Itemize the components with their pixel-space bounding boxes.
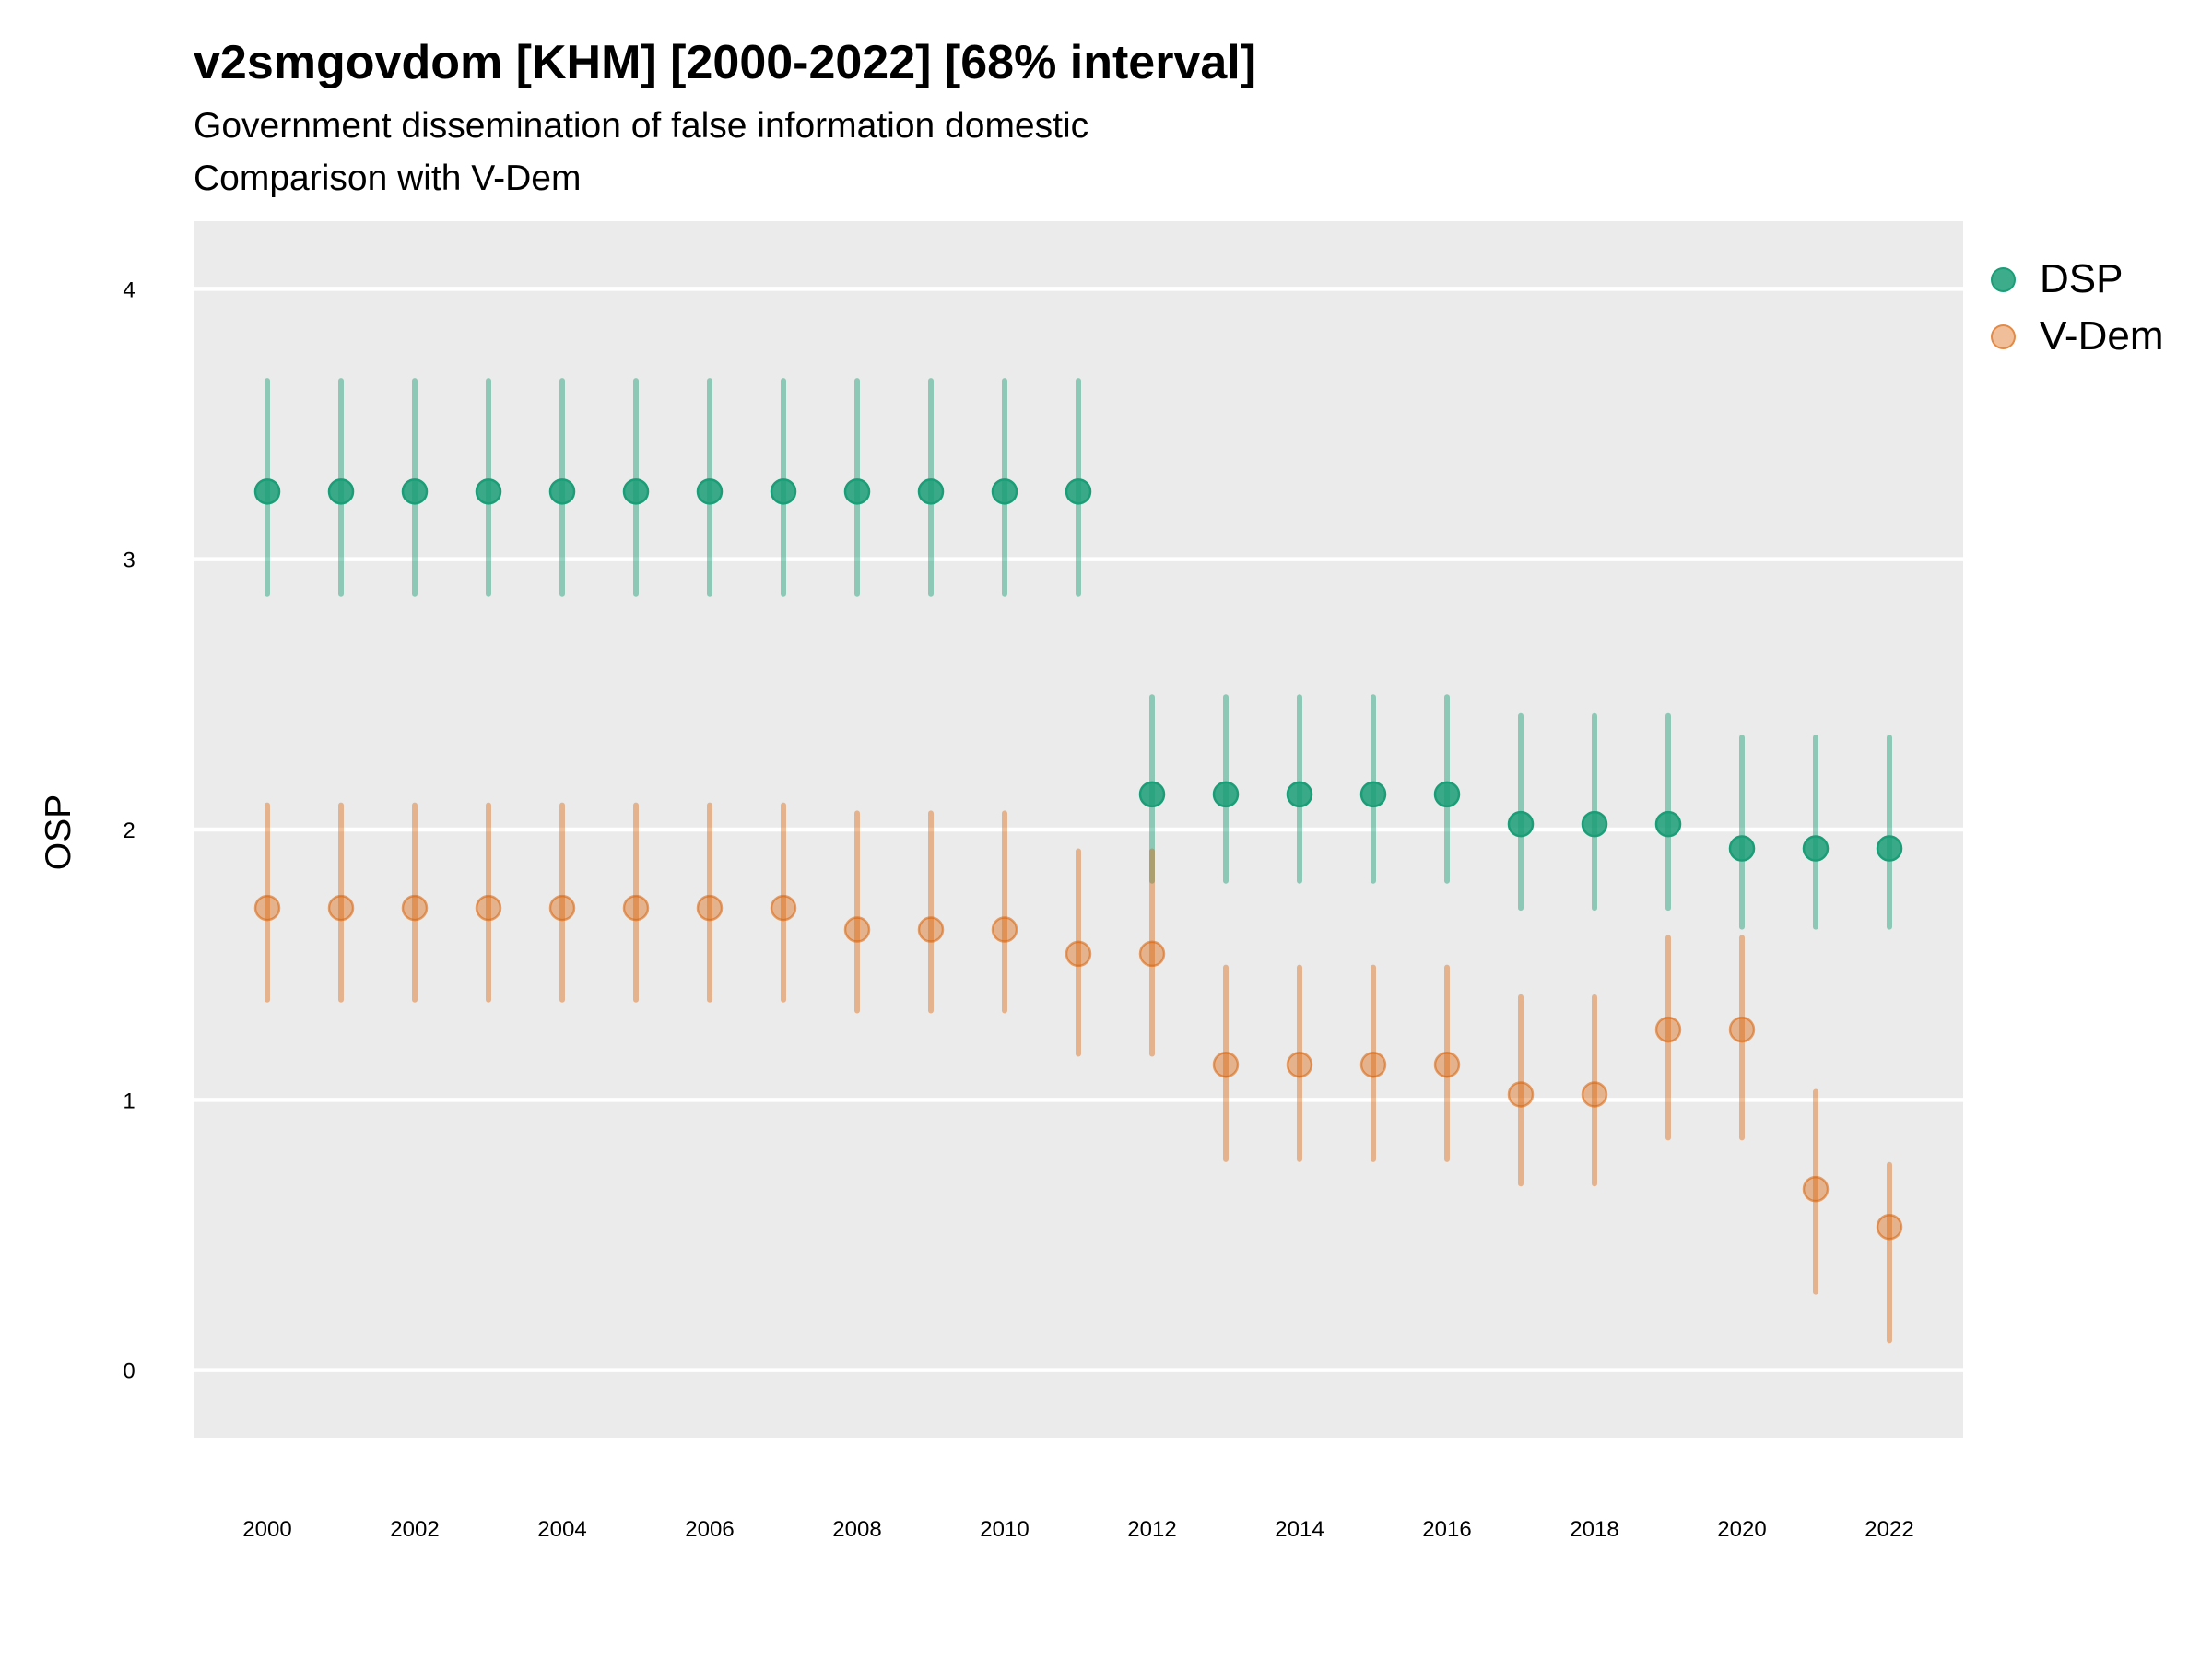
chart-subtitle-comparison: Comparison with V-Dem <box>194 159 582 198</box>
data-point-vdem <box>548 894 576 922</box>
x-tick-label: 2016 <box>1422 1517 1471 1542</box>
legend-item-vdem: V-Dem <box>1991 308 2163 365</box>
data-point-vdem <box>1359 1051 1387 1078</box>
y-tick-label: 0 <box>123 1359 135 1384</box>
data-point-dsp <box>991 478 1018 505</box>
data-point-dsp <box>1065 478 1092 505</box>
legend-label: DSP <box>2040 256 2124 301</box>
data-point-dsp <box>401 478 429 505</box>
data-point-vdem <box>770 894 797 922</box>
data-point-dsp <box>253 478 281 505</box>
x-tick-label: 2018 <box>1570 1517 1618 1542</box>
data-point-dsp <box>1876 835 1903 862</box>
data-point-vdem <box>843 916 871 943</box>
data-point-vdem <box>696 894 724 922</box>
y-tick-label: 3 <box>123 548 135 573</box>
data-point-vdem <box>1654 1016 1682 1043</box>
data-point-vdem <box>1138 940 1166 968</box>
y-axis-label: OSP <box>39 794 78 870</box>
data-point-dsp <box>1654 810 1682 838</box>
data-point-dsp <box>1359 781 1387 808</box>
data-point-vdem <box>1802 1175 1830 1203</box>
x-tick-label: 2002 <box>390 1517 439 1542</box>
data-point-dsp <box>1802 835 1830 862</box>
data-point-dsp <box>1286 781 1313 808</box>
x-tick-label: 2008 <box>832 1517 881 1542</box>
x-tick-label: 2022 <box>1865 1517 1913 1542</box>
legend: DSP V-Dem <box>1991 251 2163 365</box>
y-tick-label: 2 <box>123 818 135 843</box>
legend-label: V-Dem <box>2040 313 2164 359</box>
data-point-dsp <box>1581 810 1608 838</box>
data-point-dsp <box>622 478 650 505</box>
data-point-vdem <box>1581 1081 1608 1108</box>
data-point-vdem <box>1876 1213 1903 1241</box>
data-point-dsp <box>1433 781 1461 808</box>
data-point-vdem <box>1507 1081 1535 1108</box>
x-tick-label: 2012 <box>1127 1517 1176 1542</box>
x-tick-label: 2010 <box>980 1517 1029 1542</box>
data-point-vdem <box>917 916 945 943</box>
data-point-dsp <box>475 478 502 505</box>
y-tick-label: 1 <box>123 1088 135 1113</box>
data-point-dsp <box>1507 810 1535 838</box>
data-point-vdem <box>1286 1051 1313 1078</box>
data-point-dsp <box>770 478 797 505</box>
legend-marker-dsp-icon <box>1991 266 2016 292</box>
data-point-dsp <box>1728 835 1756 862</box>
x-tick-label: 2006 <box>685 1517 734 1542</box>
y-tick-label: 4 <box>123 277 135 302</box>
x-tick-label: 2000 <box>242 1517 291 1542</box>
data-point-vdem <box>991 916 1018 943</box>
data-point-dsp <box>548 478 576 505</box>
data-point-vdem <box>253 894 281 922</box>
data-point-dsp <box>843 478 871 505</box>
data-point-vdem <box>401 894 429 922</box>
data-point-vdem <box>1728 1016 1756 1043</box>
chart-title: v2smgovdom [KHM] [2000-2022] [68% interv… <box>194 36 1257 89</box>
data-point-vdem <box>1433 1051 1461 1078</box>
x-tick-label: 2004 <box>537 1517 586 1542</box>
chart-subtitle: Government dissemination of false inform… <box>194 106 1089 146</box>
data-point-vdem <box>475 894 502 922</box>
data-point-dsp <box>696 478 724 505</box>
data-point-dsp <box>1138 781 1166 808</box>
legend-item-dsp: DSP <box>1991 251 2163 308</box>
data-point-dsp <box>1212 781 1240 808</box>
data-point-vdem <box>1212 1051 1240 1078</box>
legend-marker-vdem-icon <box>1991 324 2016 349</box>
x-tick-label: 2020 <box>1717 1517 1766 1542</box>
data-point-dsp <box>327 478 355 505</box>
data-point-vdem <box>622 894 650 922</box>
x-tick-label: 2014 <box>1275 1517 1324 1542</box>
data-point-vdem <box>327 894 355 922</box>
data-point-dsp <box>917 478 945 505</box>
data-point-vdem <box>1065 940 1092 968</box>
